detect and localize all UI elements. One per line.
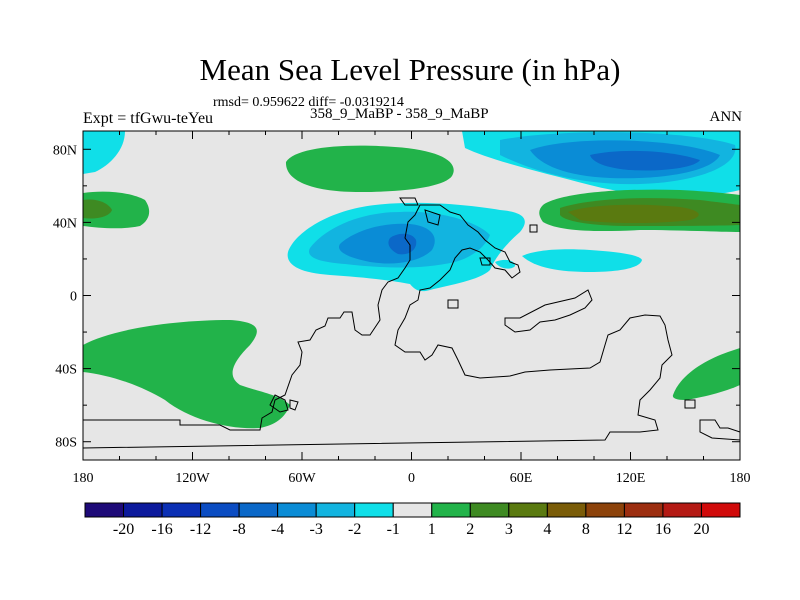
colorbar-swatch — [431, 502, 471, 518]
north-pacific-positive-anomaly — [83, 191, 150, 229]
colorbar-label: -2 — [348, 521, 361, 538]
colorbar-swatch — [392, 502, 433, 518]
colorbar-label: -16 — [151, 521, 172, 538]
map-plot: 180 120W 60W 0 60E 120E 180 80N 40N 0 40S 80S — [53, 130, 751, 486]
colorbar-label: 12 — [616, 521, 632, 538]
colorbar-swatch — [161, 502, 202, 518]
colorbar-label: -1 — [387, 521, 400, 538]
colorbar-label: 4 — [543, 521, 551, 538]
x-axis: 180 120W 60W 0 60E 120E 180 — [73, 131, 751, 486]
colorbar-swatch — [354, 502, 394, 518]
colorbar-swatch — [123, 502, 163, 518]
x-tick-label: 120W — [175, 471, 210, 486]
asia-positive-anomaly — [539, 189, 740, 232]
colorbar-swatch — [546, 502, 587, 518]
colorbar-swatch — [508, 502, 548, 518]
colorbar-swatch — [585, 502, 625, 518]
axes: 180 120W 60W 0 60E 120E 180 80N 40N 0 40S 80S — [53, 130, 751, 486]
colorbar-label: 20 — [693, 521, 709, 538]
colorbar-label: 3 — [505, 521, 513, 538]
x-tick-label: 0 — [408, 471, 415, 486]
y-tick-label: 80N — [53, 143, 77, 158]
colorbar-swatch — [84, 502, 125, 518]
colorbar-label: 16 — [655, 521, 671, 538]
colorbar-swatch — [238, 502, 279, 518]
x-tick-label: 60W — [288, 471, 316, 486]
y-tick-label: 40S — [55, 363, 77, 378]
colorbar-swatch — [662, 502, 702, 518]
x-tick-label: 120E — [616, 471, 646, 486]
anomaly-fields — [83, 131, 740, 429]
colorbar-label: -20 — [113, 521, 134, 538]
colorbar-swatch — [200, 502, 240, 518]
y-tick-label: 80S — [55, 436, 77, 451]
subpolar-positive-anomaly — [285, 145, 454, 192]
x-tick-label: 180 — [73, 471, 94, 486]
colorbar-swatch — [469, 502, 510, 518]
colorbar-swatch — [277, 502, 317, 518]
southern-ocean-positive-anomaly — [672, 348, 740, 400]
south-pacific-positive-anomaly — [83, 320, 290, 429]
colorbar-label: 8 — [582, 521, 590, 538]
case-label: 358_9_MaBP - 358_9_MaBP — [310, 106, 489, 122]
north-atlantic-negative-anomaly — [287, 202, 642, 292]
colorbar-label: -4 — [271, 521, 284, 538]
experiment-label: Expt = tfGwu-teYeu — [83, 110, 214, 127]
stats-text: rmsd= 0.959622 diff= -0.0319214 — [213, 95, 404, 110]
chart-title: Mean Sea Level Pressure (in hPa) — [199, 52, 621, 87]
colorbar-label: 1 — [428, 521, 436, 538]
x-tick-label: 180 — [730, 471, 751, 486]
y-axis: 80N 40N 0 40S 80S — [53, 143, 740, 451]
colorbar-label: -3 — [310, 521, 323, 538]
x-tick-label: 60E — [510, 471, 533, 486]
y-tick-label: 40N — [53, 216, 77, 231]
colorbar-swatch — [700, 502, 741, 518]
colorbar-label: -8 — [232, 521, 245, 538]
colorbar-swatch — [315, 502, 356, 518]
colorbar-label: -12 — [190, 521, 211, 538]
colorbar-swatch — [623, 502, 664, 518]
arctic-negative-anomaly — [83, 131, 740, 197]
colorbar: -20 -16 -12 -8 -4 -3 -2 -1 1 2 3 4 8 12 16 20 — [84, 502, 741, 538]
y-tick-label: 0 — [70, 290, 77, 305]
colorbar-label: 2 — [466, 521, 474, 538]
season-label: ANN — [709, 109, 743, 125]
